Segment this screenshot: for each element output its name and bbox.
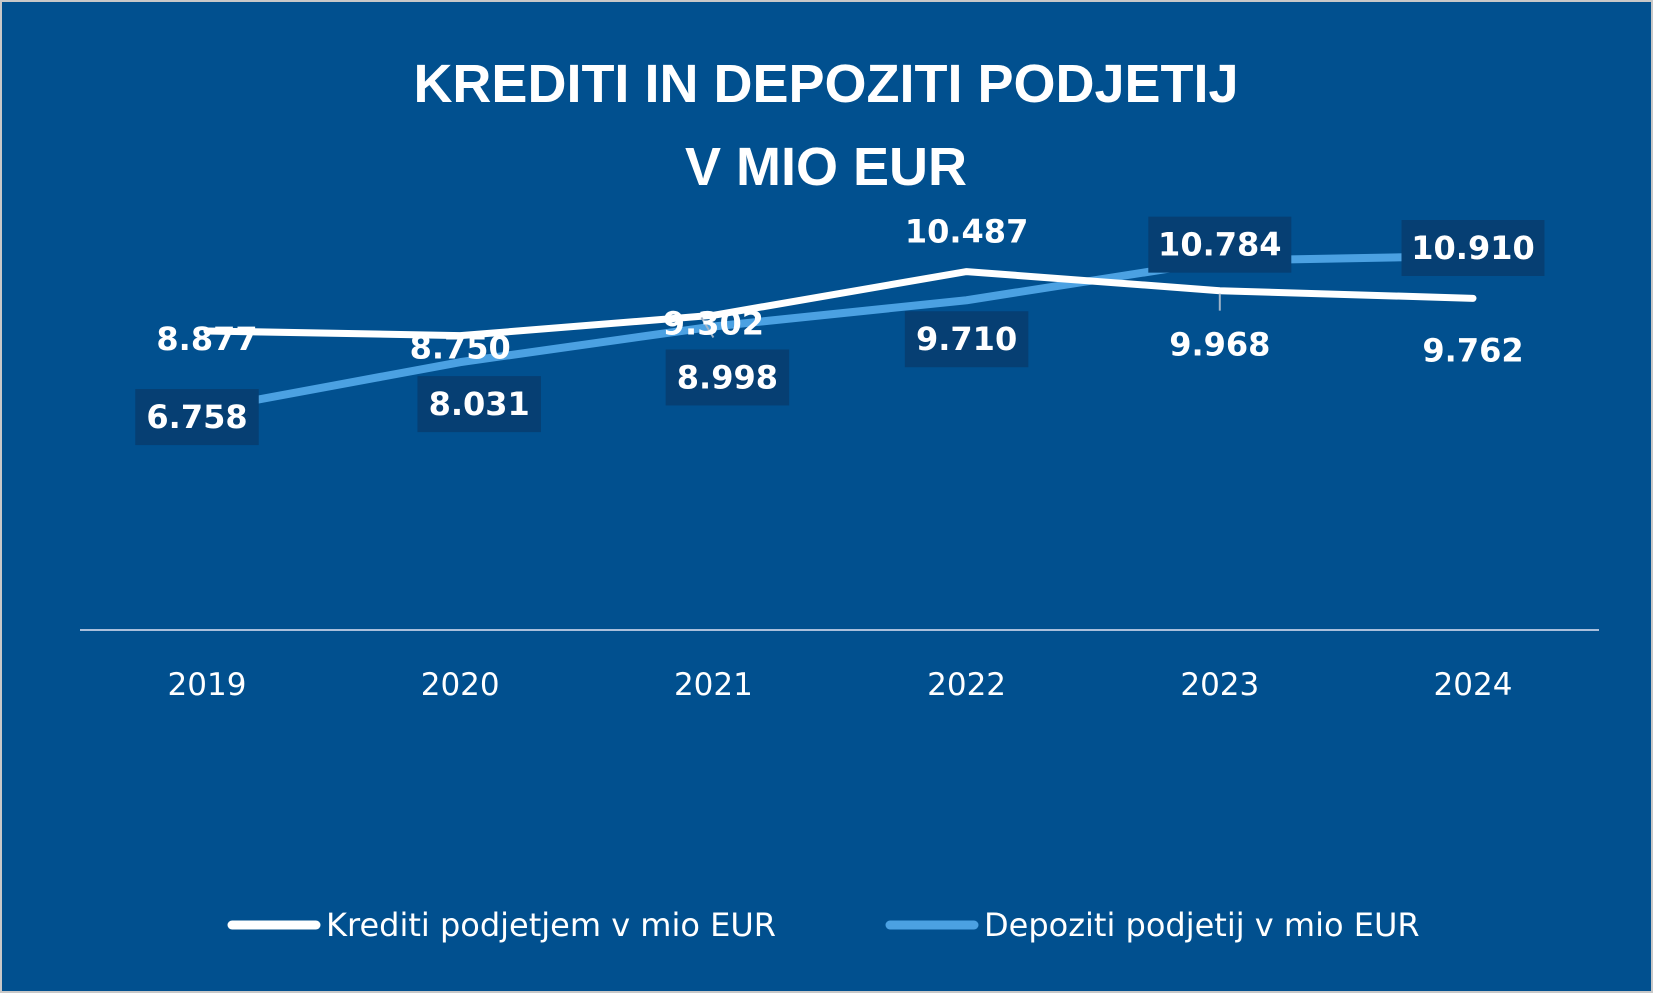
data-label-depoziti-2024: 10.910 bbox=[1411, 229, 1534, 267]
x-tick-label-2023: 2023 bbox=[1180, 667, 1259, 703]
data-label-box-depoziti-2022 bbox=[904, 311, 1029, 368]
series-line-krediti bbox=[203, 268, 1477, 340]
data-label-krediti-2021: 9.302 bbox=[663, 304, 764, 342]
chart-subtitle: V MIO EUR bbox=[685, 137, 967, 197]
legend: Krediti podjetjem v mio EUR Depoziti podj… bbox=[227, 906, 1420, 944]
data-label-box-depoziti-2024 bbox=[1401, 220, 1545, 276]
data-label-depoziti-2019: 6.758 bbox=[146, 398, 247, 436]
data-labels: 8.877 8.750 9.302 10.487 9.968 9.762 6.758 8.03… bbox=[135, 213, 1545, 446]
chart-title: KREDITI IN DEPOZITI PODJETIJ bbox=[413, 54, 1238, 114]
data-label-depoziti-2022: 9.710 bbox=[916, 320, 1017, 358]
data-label-krediti-2019: 8.877 bbox=[156, 320, 257, 358]
legend-label-krediti: Krediti podjetjem v mio EUR bbox=[326, 906, 776, 944]
data-label-box-depoziti-2020 bbox=[417, 376, 541, 433]
leader-line bbox=[700, 316, 715, 338]
data-label-krediti-2023: 9.968 bbox=[1169, 326, 1270, 364]
x-tick-label-2020: 2020 bbox=[421, 667, 500, 703]
legend-label-depoziti: Depoziti podjetij v mio EUR bbox=[984, 906, 1420, 944]
data-label-krediti-2022: 10.487 bbox=[905, 213, 1028, 251]
data-label-depoziti-2021: 8.998 bbox=[677, 358, 778, 396]
x-tick-label-2021: 2021 bbox=[674, 667, 753, 703]
x-tick-label-2024: 2024 bbox=[1434, 667, 1513, 703]
x-tick-label-2022: 2022 bbox=[927, 667, 1006, 703]
series-lines bbox=[203, 252, 1477, 414]
data-label-depoziti-2023: 10.784 bbox=[1158, 226, 1281, 264]
data-label-krediti-2020: 8.750 bbox=[410, 329, 511, 367]
data-label-depoziti-2020: 8.031 bbox=[429, 385, 530, 423]
data-label-box-depoziti-2023 bbox=[1148, 216, 1292, 273]
data-label-box-depoziti-2021 bbox=[665, 349, 790, 406]
x-axis-ticks: 2019 2020 2021 2022 2023 2024 bbox=[168, 667, 1513, 703]
data-label-box-depoziti-2019 bbox=[135, 389, 259, 446]
data-label-krediti-2024: 9.762 bbox=[1422, 331, 1523, 369]
x-tick-label-2019: 2019 bbox=[168, 667, 247, 703]
